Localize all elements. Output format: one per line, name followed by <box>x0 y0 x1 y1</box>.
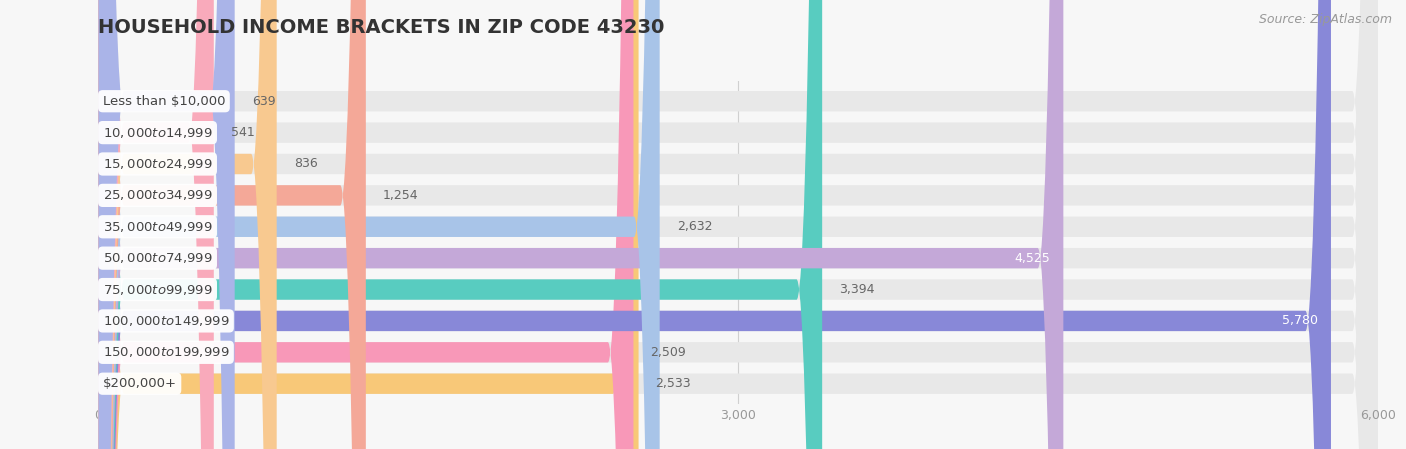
FancyBboxPatch shape <box>98 0 1378 449</box>
FancyBboxPatch shape <box>98 0 638 449</box>
Text: Source: ZipAtlas.com: Source: ZipAtlas.com <box>1258 13 1392 26</box>
FancyBboxPatch shape <box>98 0 659 449</box>
FancyBboxPatch shape <box>98 0 235 449</box>
Text: 5,780: 5,780 <box>1282 314 1319 327</box>
FancyBboxPatch shape <box>98 0 1331 449</box>
Text: $10,000 to $14,999: $10,000 to $14,999 <box>103 126 212 140</box>
FancyBboxPatch shape <box>98 0 1378 449</box>
Text: 2,509: 2,509 <box>651 346 686 359</box>
Text: Less than $10,000: Less than $10,000 <box>103 95 225 108</box>
Text: $75,000 to $99,999: $75,000 to $99,999 <box>103 282 212 296</box>
Text: 2,533: 2,533 <box>655 377 692 390</box>
FancyBboxPatch shape <box>98 0 1378 449</box>
Text: HOUSEHOLD INCOME BRACKETS IN ZIP CODE 43230: HOUSEHOLD INCOME BRACKETS IN ZIP CODE 43… <box>98 18 665 37</box>
Text: 2,632: 2,632 <box>676 220 713 233</box>
FancyBboxPatch shape <box>98 0 1063 449</box>
Text: 4,525: 4,525 <box>1015 251 1050 264</box>
FancyBboxPatch shape <box>98 0 1378 449</box>
Text: $200,000+: $200,000+ <box>103 377 177 390</box>
Text: $35,000 to $49,999: $35,000 to $49,999 <box>103 220 212 234</box>
FancyBboxPatch shape <box>98 0 1378 449</box>
FancyBboxPatch shape <box>98 0 823 449</box>
Text: $50,000 to $74,999: $50,000 to $74,999 <box>103 251 212 265</box>
FancyBboxPatch shape <box>98 0 1378 449</box>
Text: 836: 836 <box>294 158 318 171</box>
Text: $25,000 to $34,999: $25,000 to $34,999 <box>103 189 212 202</box>
FancyBboxPatch shape <box>98 0 1378 449</box>
FancyBboxPatch shape <box>98 0 366 449</box>
Text: $15,000 to $24,999: $15,000 to $24,999 <box>103 157 212 171</box>
Text: $150,000 to $199,999: $150,000 to $199,999 <box>103 345 229 359</box>
Text: 3,394: 3,394 <box>839 283 875 296</box>
FancyBboxPatch shape <box>98 0 634 449</box>
FancyBboxPatch shape <box>98 0 1378 449</box>
FancyBboxPatch shape <box>98 0 1378 449</box>
Text: $100,000 to $149,999: $100,000 to $149,999 <box>103 314 229 328</box>
FancyBboxPatch shape <box>98 0 277 449</box>
FancyBboxPatch shape <box>98 0 1378 449</box>
FancyBboxPatch shape <box>98 0 214 449</box>
Text: 541: 541 <box>231 126 254 139</box>
Text: 1,254: 1,254 <box>382 189 419 202</box>
Text: 639: 639 <box>252 95 276 108</box>
